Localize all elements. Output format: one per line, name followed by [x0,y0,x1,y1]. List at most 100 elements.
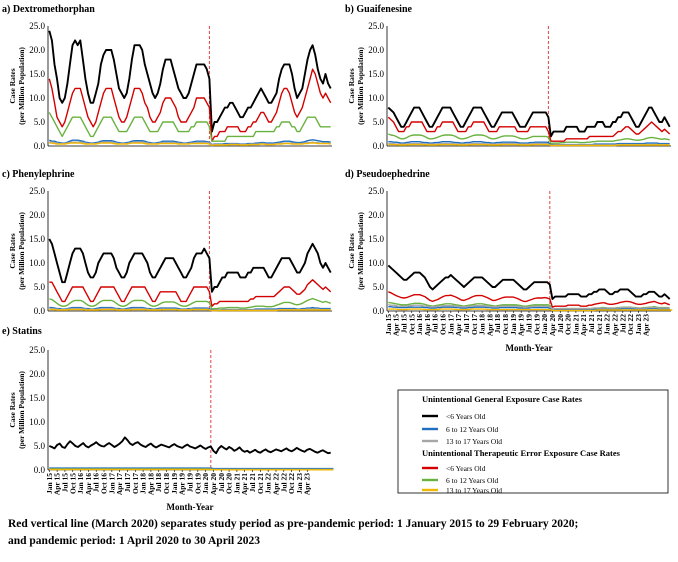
x-tick-label: Apr 20 [548,314,557,336]
x-tick-label: Apr 15 [53,473,62,495]
x-tick-label: Apr 16 [423,314,432,336]
x-tick-label: Jul 21 [248,473,257,493]
y-tick-label: 15.0 [29,234,45,244]
x-tick-label: Jul 18 [154,473,163,493]
x-tick-label: Apr 15 [392,314,401,336]
series-line-6 [388,143,670,147]
x-tick-label: Jul 22 [279,473,288,493]
x-tick-label: Jul 21 [587,314,596,334]
legend-general-header: Unintentional General Exposure Case Rate… [422,394,583,404]
y-axis-label: Case Rates [8,68,17,103]
x-tick-label: Apr 21 [240,473,249,495]
panel-title: b) Guaifenesine [345,4,413,15]
x-tick-label: Jan 17 [446,314,455,335]
series-line-4 [388,140,670,146]
x-tick-label: Apr 22 [271,473,280,495]
series-line-4 [388,306,670,311]
x-tick-label: Jan 19 [509,314,518,335]
chart-panel-2: b) Guaifenesine Case Rates (per Million Po… [345,4,671,151]
legend-label-general-2: 13 to 17 Years Old [446,437,502,446]
y-tick-label: 10.0 [29,417,45,427]
y-axis-label-units: (per Million Population) [356,212,365,290]
x-tick-label: Apr 21 [579,314,588,336]
y-tick-label: 0.0 [373,306,385,316]
series-line-1 [387,106,671,138]
y-tick-label: 5.0 [373,117,385,127]
x-axis-label: Month-Year [167,502,214,512]
y-tick-label: 0.0 [34,465,46,475]
series-line-1 [48,436,331,455]
x-tick-label: Apr 17 [115,473,124,495]
x-tick-label: Jul 16 [92,473,101,493]
x-tick-label: Jul 19 [186,473,195,493]
y-tick-label: 10.0 [368,93,384,103]
x-tick-label: Apr 19 [178,473,187,495]
x-tick-label: Jul 22 [618,314,627,334]
panel-title: e) Statins [2,326,42,337]
y-axis-label: Case Rates [347,233,356,268]
y-axis-label-units: (per Million Population) [17,212,26,290]
x-tick-label: Oct 17 [131,473,140,494]
x-axis-label: Month-Year [506,343,553,353]
caption-line-1: Red vertical line (March 2020) separates… [8,518,578,530]
series-line-2 [387,116,671,142]
y-tick-label: 15.0 [368,234,384,244]
y-axis-label: Case Rates [8,233,17,268]
x-tick-label: Jul 17 [462,314,471,334]
x-tick-label: Jan 22 [264,473,273,494]
series-line-1 [48,30,332,133]
caption-line-2: and pandemic period: 1 April 2020 to 30 … [8,535,260,547]
x-tick-label: Apr 19 [517,314,526,336]
series-line-5 [388,304,670,310]
y-axis-label-units: (per Million Population) [356,47,365,125]
chart-panel-5: e) Statins Case Rates (per Million Populat… [2,326,334,512]
series-line-1 [48,238,332,293]
x-tick-label: Oct 15 [407,314,416,335]
x-tick-label: Oct 19 [532,314,541,335]
legend-label-general-1: 6 to 12 Years Old [446,425,499,434]
series-line-2 [388,291,670,308]
y-tick-label: 15.0 [29,393,45,403]
panel-title: a) Dextromethorphan [2,4,95,15]
y-axis-label-units: (per Million Population) [17,47,26,125]
y-tick-label: 0.0 [373,141,385,151]
y-tick-label: 5.0 [34,282,46,292]
y-tick-label: 15.0 [29,69,45,79]
x-tick-label: Jan 21 [232,473,241,494]
x-tick-label: Oct 20 [225,473,234,494]
y-axis-label: Case Rates [8,392,17,427]
legend-label-general-0: <6 Years Old [446,412,486,421]
panel-title: c) Phenylephrine [2,169,75,180]
x-tick-label: Oct 17 [470,314,479,335]
x-tick-label: Jul 15 [60,473,69,493]
y-tick-label: 20.0 [29,210,45,220]
series-line-4 [49,139,331,146]
x-tick-label: Apr 23 [642,314,651,336]
x-tick-label: Oct 15 [68,473,77,494]
chart-panel-1: a) Dextromethorphan Case Rates (per Millio… [2,4,332,151]
legend-label-therapeutic-0: <6 Years Old [446,464,486,473]
series-line-3 [388,133,670,145]
y-tick-label: 5.0 [34,441,46,451]
x-tick-label: Jul 20 [217,473,226,493]
y-tick-label: 25.0 [368,186,384,196]
x-tick-label: Jul 15 [399,314,408,334]
legend-therapeutic-header: Unintentional Therapeutic Error Exposure… [422,448,621,458]
legend-frame [397,389,669,494]
x-tick-label: Apr 18 [485,314,494,336]
legend-label-therapeutic-2: 13 to 17 Years Old [446,486,502,495]
y-tick-label: 25.0 [29,345,45,355]
series-line-6 [388,308,673,312]
x-tick-label: Jan 21 [571,314,580,335]
x-tick-label: Jul 17 [123,473,132,493]
series-line-3 [49,297,331,310]
x-tick-label: Jan 16 [76,473,85,494]
x-tick-label: Jan 19 [170,473,179,494]
y-tick-label: 0.0 [34,306,46,316]
y-tick-label: 10.0 [29,258,45,268]
x-tick-label: Oct 16 [100,473,109,494]
x-tick-label: Jul 19 [525,314,534,334]
y-tick-label: 5.0 [34,117,46,127]
y-tick-label: 25.0 [29,21,45,31]
